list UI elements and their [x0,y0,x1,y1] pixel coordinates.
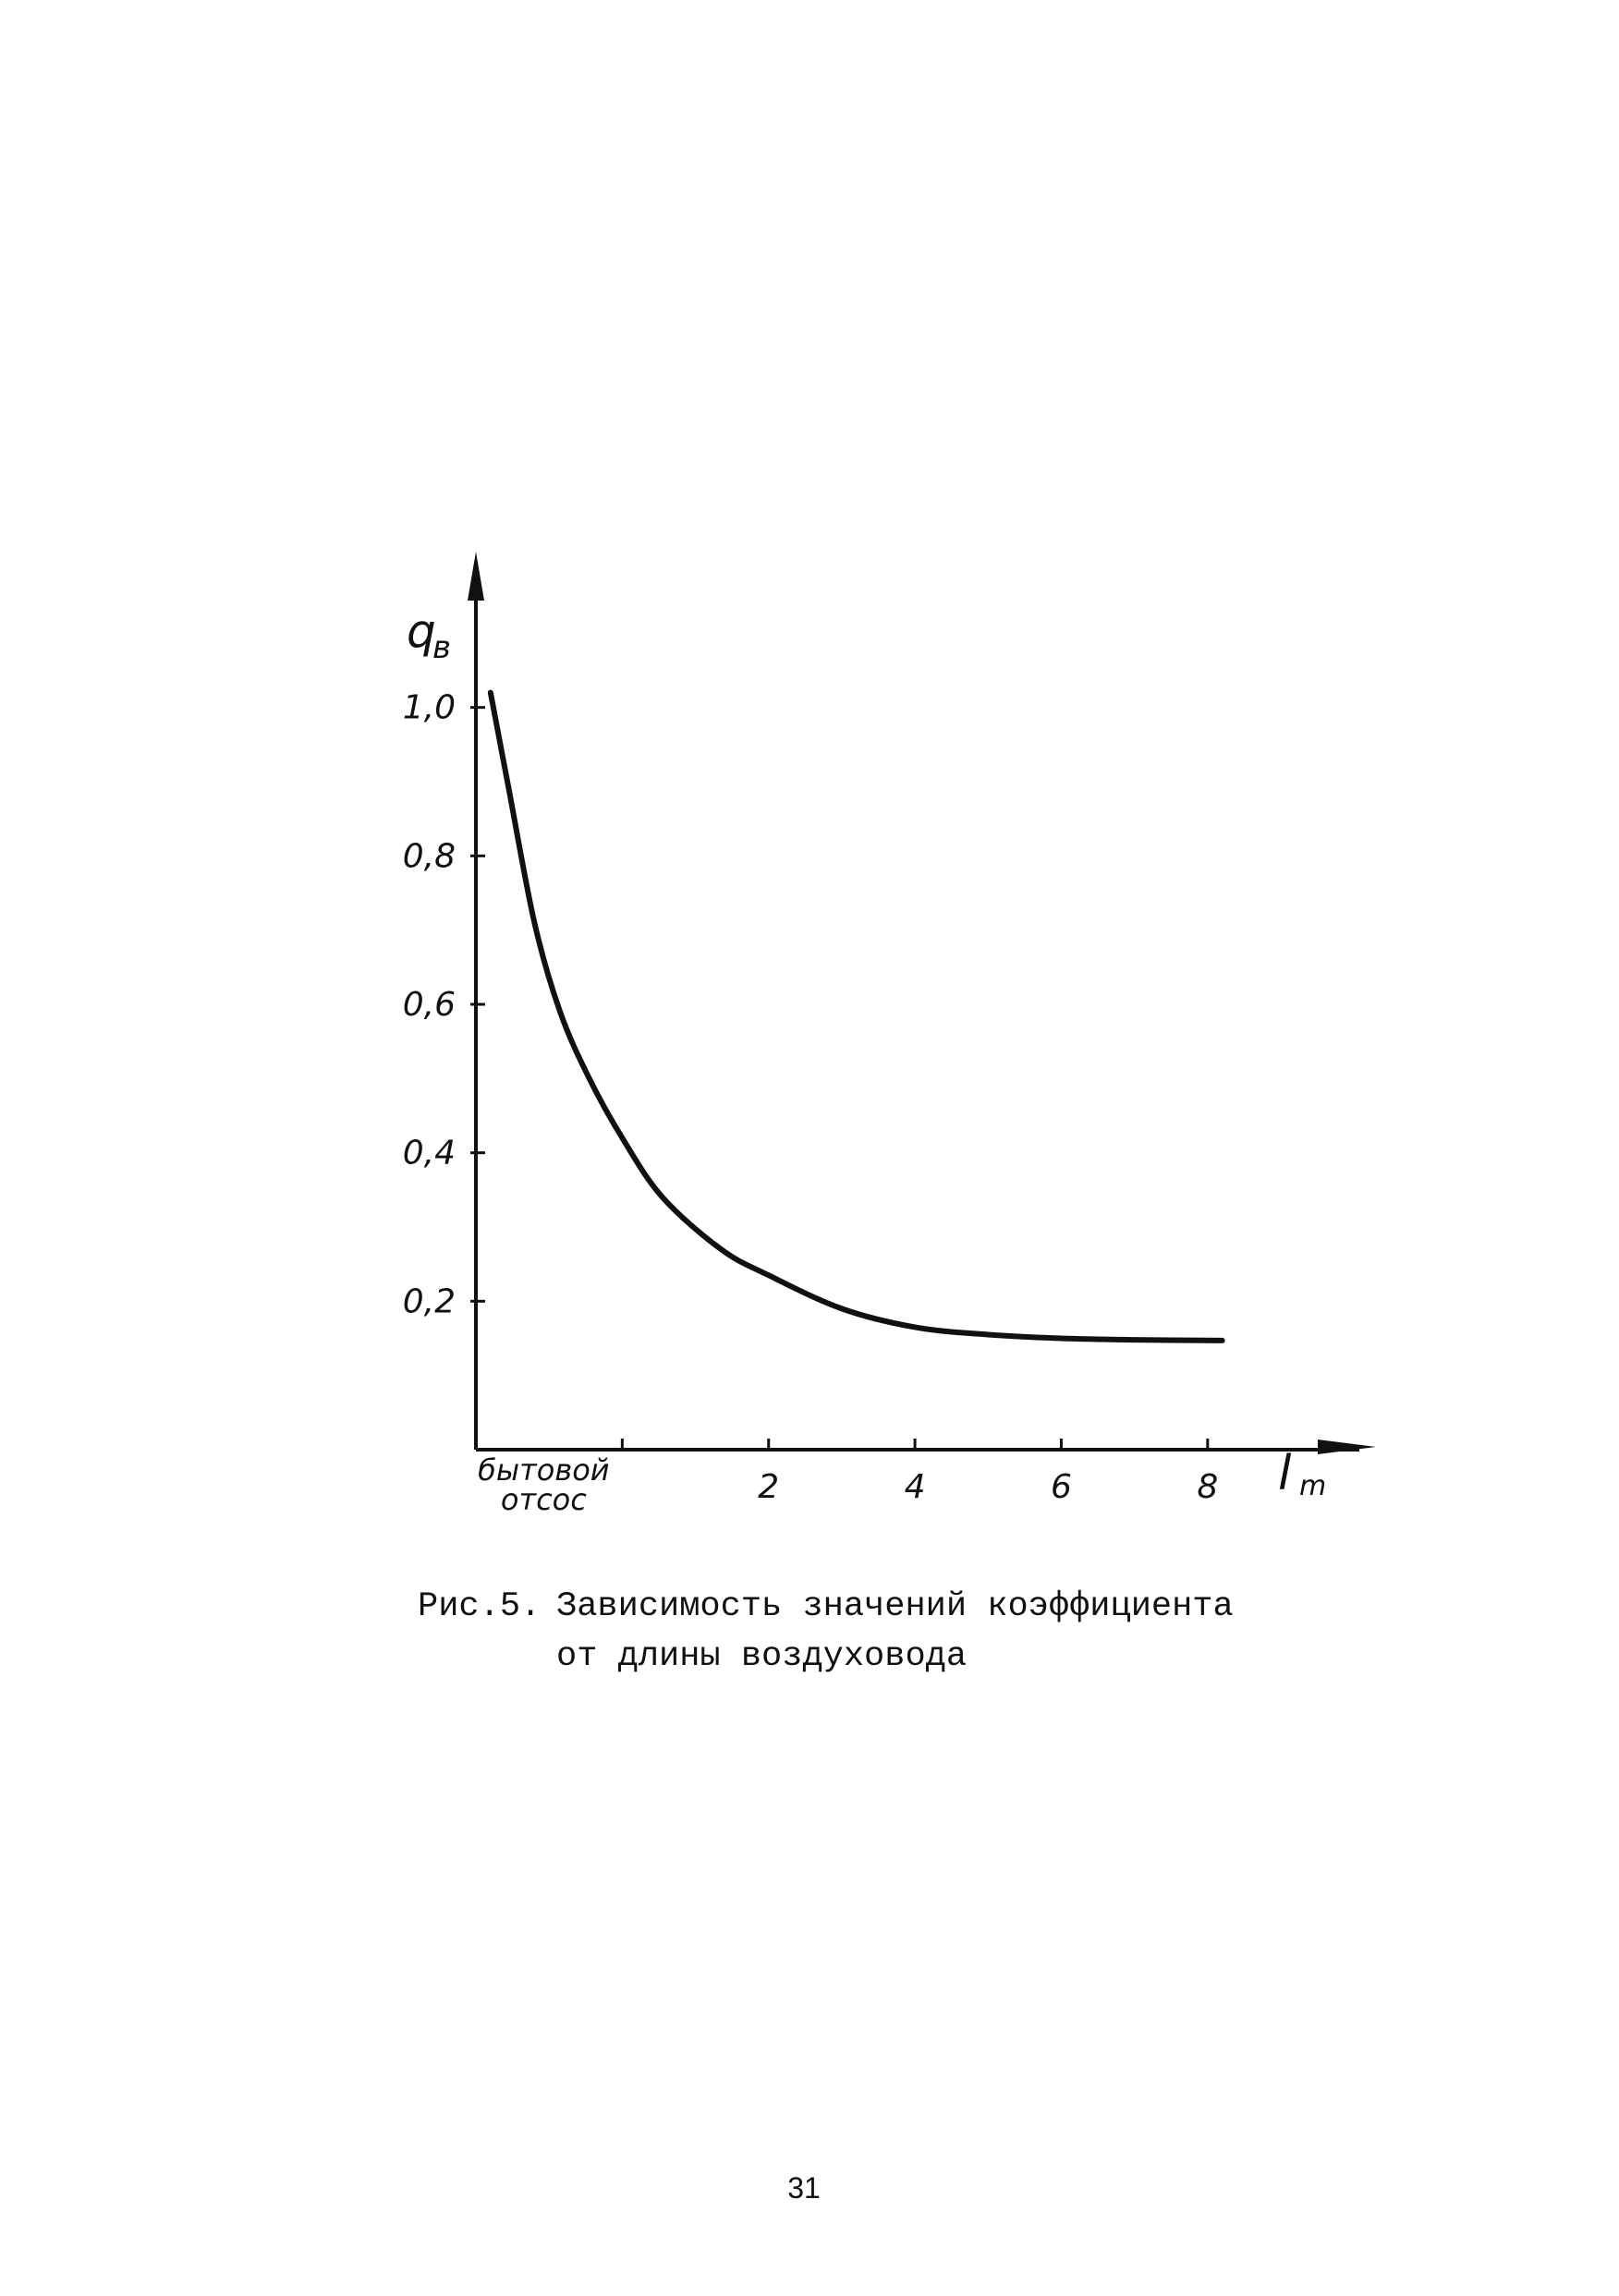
caption-label: Рис.5. [418,1587,542,1626]
caption-line: Зависимость значений коэффициента [556,1587,1234,1626]
y-axis-arrow [468,552,484,601]
y-axis-label-sub: в [432,629,451,666]
x-tick-label: бытовой отсос [478,1452,610,1517]
y-tick-label: 0,8 [403,837,456,875]
x-tick-label: 2 [758,1468,779,1506]
y-axis-label: q [407,604,436,658]
x-axis-arrow [1318,1440,1376,1454]
x-tick-label: 6 [1051,1468,1072,1506]
x-axis-label: l [1278,1446,1292,1501]
y-tick-label: 1,0 [403,689,456,727]
caption-line: от длины воздуховода [556,1637,968,1676]
y-tick-label: 0,4 [403,1135,456,1172]
curve [487,689,1225,1343]
y-tick-label: 0,2 [403,1282,456,1320]
x-axis-label-sub: m [1299,1470,1326,1502]
x-tick-label: 4 [905,1468,926,1506]
x-tick-label: 8 [1197,1468,1218,1506]
y-tick-label: 0,6 [403,986,456,1024]
page-number: 31 [787,2171,821,2205]
